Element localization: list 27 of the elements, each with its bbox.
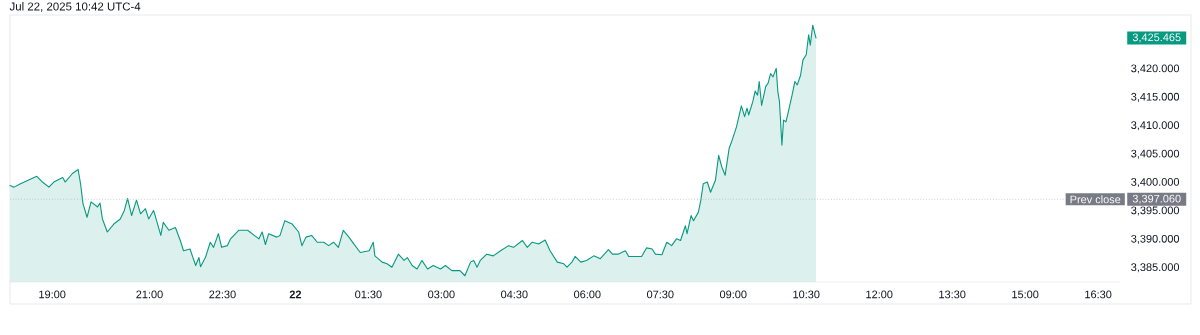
y-tick-label: 3,415.000 bbox=[1131, 92, 1180, 102]
x-tick-label: 01:30 bbox=[355, 290, 382, 299]
x-tick-label: 07:30 bbox=[646, 290, 674, 299]
x-tick-label: 10:30 bbox=[793, 290, 820, 299]
y-tick-label: 3,400.000 bbox=[1131, 178, 1180, 188]
x-tick-label: 13:30 bbox=[939, 290, 966, 299]
x-tick-label: 16:30 bbox=[1085, 290, 1112, 299]
chart-title: Jul 22, 2025 10:42 UTC-4 bbox=[9, 2, 141, 12]
x-tick-label: 15:00 bbox=[1012, 290, 1039, 299]
y-tick-label: 3,390.000 bbox=[1131, 234, 1180, 244]
y-tick-label: 3,420.000 bbox=[1131, 64, 1180, 74]
x-tick-label: 04:30 bbox=[501, 290, 528, 299]
x-tick-label: 22:30 bbox=[209, 290, 236, 299]
ref-line-label: Prev close bbox=[1070, 195, 1121, 204]
x-tick-label: 19:00 bbox=[39, 290, 66, 299]
y-tick-label: 3,395.000 bbox=[1131, 206, 1180, 216]
y-tick-label: 3,385.000 bbox=[1131, 263, 1180, 273]
x-tick-label: 12:00 bbox=[866, 290, 893, 299]
text: 3,425.465 bbox=[1132, 33, 1181, 43]
x-tick-label: 22 bbox=[289, 290, 302, 299]
text: 3,397.060 bbox=[1132, 194, 1181, 204]
x-tick-label: 03:00 bbox=[428, 290, 455, 299]
y-tick-label: 3,410.000 bbox=[1131, 121, 1180, 131]
y-tick-label: 3,405.000 bbox=[1131, 149, 1180, 159]
x-tick-label: 09:00 bbox=[719, 290, 747, 299]
x-tick-label: 06:00 bbox=[574, 290, 601, 299]
x-tick-label: 21:00 bbox=[136, 290, 163, 299]
